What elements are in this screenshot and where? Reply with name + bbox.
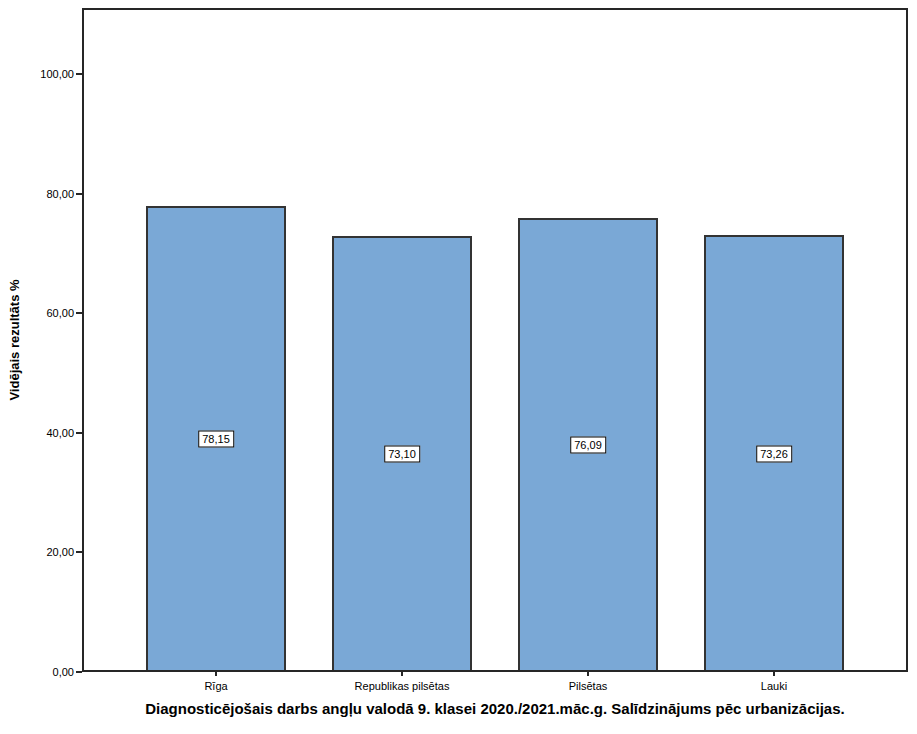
y-tick-label: 0,00 [0,665,74,679]
bar-value-label: 76,09 [570,437,606,454]
bar: 76,09 [518,218,658,670]
y-tick-label: 40,00 [0,426,74,440]
x-tick-label: Pilsētas [569,679,608,693]
y-axis-tick-labels: 0,0020,0040,0060,0080,00100,00 [0,8,74,672]
bar: 73,26 [704,235,844,670]
bar: 78,15 [146,206,286,670]
x-tick-label: Rīga [204,679,227,693]
x-tick-mark [587,670,589,676]
x-tick-mark [401,670,403,676]
x-tick-mark [215,670,217,676]
bar: 73,10 [332,236,472,670]
y-tick-label: 60,00 [0,306,74,320]
chart-title: Diagnosticējošais darbs angļu valodā 9. … [82,700,908,717]
bar-value-label: 73,26 [756,445,792,462]
x-axis-tick-labels: Rīga Republikas pilsētas Pilsētas Lauki [82,679,908,694]
x-tick-label: Lauki [761,679,787,693]
x-axis-tick-marks [82,670,908,676]
bar-value-label: 73,10 [384,446,420,463]
bar-value-label: 78,15 [198,431,234,448]
y-tick-label: 20,00 [0,545,74,559]
bar-chart: Vidējais rezultāts % 0,0020,0040,0060,00… [0,0,917,734]
x-tick-label: Republikas pilsētas [355,679,450,693]
y-tick-label: 100,00 [0,67,74,81]
plot-area: 78,15 73,10 76,09 73,26 [82,8,908,672]
x-tick-mark [773,670,775,676]
y-tick-label: 80,00 [0,187,74,201]
